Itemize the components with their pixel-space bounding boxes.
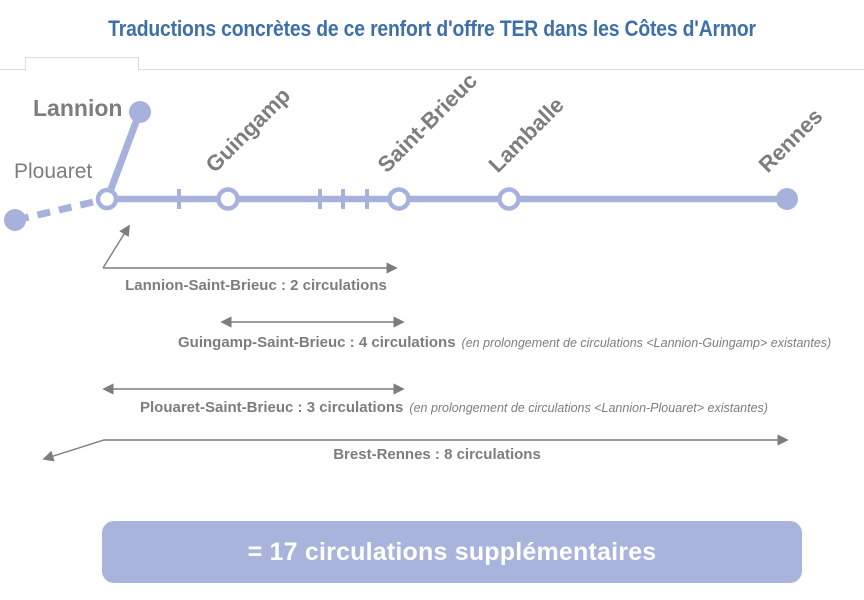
route-label-text: Brest-Rennes : 8 circulations xyxy=(333,446,541,463)
station-circle-plouaret xyxy=(95,187,119,211)
station-label-plouaret: Plouaret xyxy=(14,160,93,183)
header-divider xyxy=(0,69,864,70)
arrow-lannion-pointer xyxy=(102,224,130,269)
station-circle-lamballe xyxy=(497,187,521,211)
page-title: Traductions concrètes de ce renfort d'of… xyxy=(0,16,864,42)
summary-box: = 17 circulations supplémentaires xyxy=(102,521,802,583)
station-circle-saint-brieuc xyxy=(387,187,411,211)
rail-lannion-branch xyxy=(104,112,143,199)
terminal-dot-lannion xyxy=(129,101,151,123)
terminal-dot-brest-direction xyxy=(4,209,26,231)
route-label-text: Lannion-Saint-Brieuc : 2 circulations xyxy=(125,277,387,294)
route-label-plouaret-saint-brieuc: Plouaret-Saint-Brieuc : 3 circulations (e… xyxy=(140,399,768,416)
terminal-dot-rennes xyxy=(776,188,798,210)
route-label-guingamp-saint-brieuc: Guingamp-Saint-Brieuc : 4 circulations (e… xyxy=(178,334,831,351)
page-title-text: Traductions concrètes de ce renfort d'of… xyxy=(108,16,756,41)
station-circle-guingamp xyxy=(216,187,240,211)
header-tab-notch xyxy=(25,57,139,71)
route-label-brest-rennes: Brest-Rennes : 8 circulations xyxy=(297,446,577,463)
route-note-text: (en prolongement de circulations <Lannio… xyxy=(409,401,768,415)
route-arrows xyxy=(42,224,789,462)
rail-dashed-brest-segment xyxy=(15,196,103,224)
route-note-text: (en prolongement de circulations <Lannio… xyxy=(461,336,832,350)
route-label-lannion-saint-brieuc: Lannion-Saint-Brieuc : 2 circulations xyxy=(120,277,392,294)
arrow-brest-rennes xyxy=(42,434,789,462)
route-label-text: Guingamp-Saint-Brieuc : 4 circulations xyxy=(178,334,456,351)
summary-text: = 17 circulations supplémentaires xyxy=(247,537,657,566)
route-label-text: Plouaret-Saint-Brieuc : 3 circulations xyxy=(140,399,404,416)
station-label-lannion: Lannion xyxy=(33,95,123,121)
